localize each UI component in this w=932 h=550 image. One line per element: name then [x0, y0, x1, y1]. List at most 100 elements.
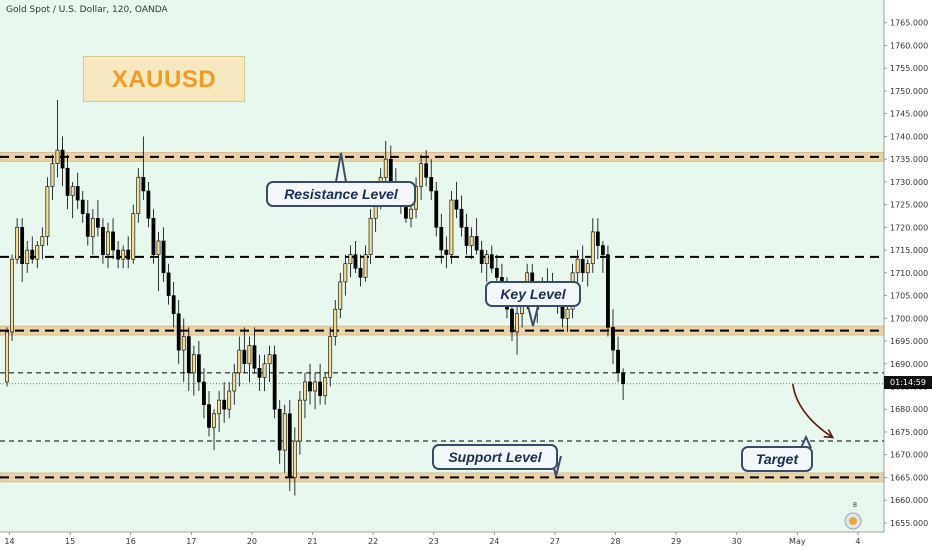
- candle-body: [222, 399, 227, 410]
- x-tick-label: May: [789, 537, 806, 546]
- candle-body: [237, 349, 242, 374]
- candle: [262, 354, 267, 392]
- candle-body: [449, 199, 454, 255]
- x-tick-label: 17: [186, 537, 196, 546]
- candle-body: [207, 404, 211, 428]
- price-axis-panel[interactable]: [884, 0, 932, 550]
- candle: [439, 213, 444, 264]
- candle: [65, 154, 70, 210]
- candle-body: [65, 167, 70, 196]
- candle: [136, 168, 141, 223]
- candle: [297, 391, 302, 455]
- candle-body: [287, 413, 292, 478]
- y-tick-label: 1700.000: [890, 314, 928, 323]
- candle-body: [611, 327, 615, 351]
- candle-body: [419, 163, 424, 187]
- candle: [217, 391, 222, 432]
- candle-body: [338, 281, 343, 310]
- candle-body: [565, 308, 570, 319]
- candle-body: [20, 227, 25, 265]
- y-tick-label: 1725.000: [890, 201, 928, 210]
- candle-body: [297, 399, 302, 442]
- candle: [146, 181, 151, 228]
- candle-body: [131, 213, 136, 260]
- candle: [237, 336, 242, 387]
- y-tick-label: 1705.000: [890, 292, 928, 301]
- candle: [197, 341, 201, 392]
- candle-body: [60, 149, 65, 169]
- candle: [15, 218, 20, 264]
- logo-badge-icon[interactable]: [844, 512, 862, 530]
- candle-body: [126, 249, 131, 260]
- y-tick-label: 1750.000: [890, 87, 928, 96]
- candle: [257, 354, 262, 392]
- candle: [590, 218, 595, 273]
- candle-body: [85, 213, 90, 237]
- candle-body: [292, 440, 297, 478]
- candle-body: [464, 227, 469, 246]
- candle-body: [257, 368, 262, 378]
- candle: [5, 327, 9, 387]
- candle-body: [15, 227, 20, 260]
- x-tick-label: 27: [550, 537, 560, 546]
- candle: [35, 240, 40, 269]
- x-tick-label: 22: [368, 537, 378, 546]
- candle: [191, 345, 196, 396]
- symbol-label: XAUUSD: [111, 66, 217, 93]
- candle: [60, 136, 65, 187]
- y-tick-label: 1730.000: [890, 178, 928, 187]
- candle-body: [75, 186, 80, 201]
- candle-body: [111, 231, 115, 251]
- y-tick-label: 1665.000: [890, 473, 928, 482]
- time-axis-panel[interactable]: [0, 532, 884, 550]
- candle-body: [217, 399, 222, 415]
- candle-body: [262, 363, 267, 378]
- candle: [318, 363, 323, 405]
- candle-body: [333, 308, 338, 337]
- candle-body: [580, 258, 585, 274]
- support-callout: Support Level: [432, 444, 558, 470]
- candle: [106, 222, 110, 269]
- candle-body: [227, 390, 232, 410]
- candle-body: [454, 199, 459, 210]
- candle: [116, 240, 121, 269]
- candle-body: [313, 381, 317, 392]
- candle-body: [252, 345, 257, 369]
- candle-body: [50, 163, 55, 187]
- y-tick-label: 1740.000: [890, 132, 928, 141]
- x-tick-label: 21: [307, 537, 317, 546]
- candle-body: [474, 236, 479, 251]
- y-tick-label: 1760.000: [890, 41, 928, 50]
- candle: [429, 159, 434, 201]
- candle-body: [439, 227, 444, 251]
- candle: [267, 345, 272, 382]
- candle: [30, 236, 35, 264]
- candle-body: [242, 349, 247, 365]
- candle: [368, 209, 373, 264]
- candle: [459, 195, 464, 237]
- candle-body: [368, 217, 373, 255]
- y-tick-label: 1655.000: [890, 519, 928, 528]
- y-tick-label: 1745.000: [890, 110, 928, 119]
- candle: [474, 218, 479, 255]
- candle-body: [141, 177, 146, 192]
- candle: [449, 190, 454, 264]
- candle: [484, 250, 489, 282]
- candle: [272, 345, 277, 419]
- target-callout: Target: [741, 446, 813, 472]
- candle-body: [424, 163, 429, 178]
- candle-body: [585, 263, 590, 274]
- candle-body: [363, 254, 368, 278]
- candle: [161, 227, 166, 282]
- candle: [131, 204, 136, 264]
- candle-body: [494, 267, 499, 278]
- candle-body: [181, 336, 186, 351]
- candle: [606, 245, 610, 337]
- candle-body: [186, 336, 191, 374]
- y-tick-label: 1755.000: [890, 64, 928, 73]
- candle: [111, 218, 115, 260]
- candle: [85, 200, 90, 246]
- candle: [186, 327, 191, 392]
